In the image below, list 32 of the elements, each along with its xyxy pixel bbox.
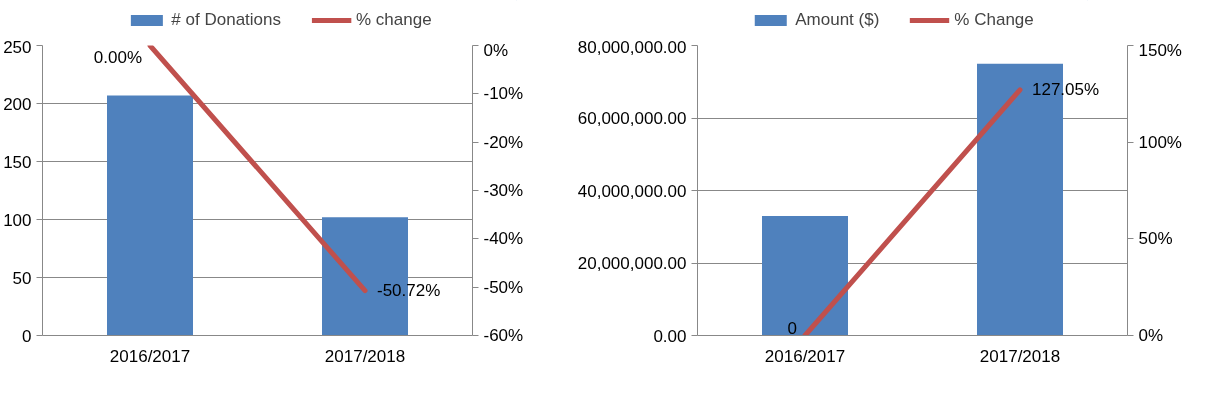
y2-tick-label: -50% [483, 277, 524, 297]
x-tick-label: 2017/2018 [324, 346, 406, 366]
y2-tick-label: -30% [483, 181, 524, 200]
legend-label: % Change [954, 10, 1034, 30]
y2-tick-label: -40% [483, 229, 524, 249]
y-tick-label: 150 [3, 152, 32, 172]
y-tick-label: 40,000,000.00 [577, 181, 687, 201]
y2-tick-label: 0% [1138, 326, 1164, 345]
y-tick-label: 20,000,000.00 [577, 254, 687, 273]
y2-tick-label: 50% [1138, 229, 1173, 249]
y-tick-label: 80,000,000.00 [577, 37, 687, 57]
x-tick-label: 2016/2017 [109, 346, 191, 366]
x-tick-label: 2016/2017 [764, 346, 846, 366]
y2-tick-label: 0% [483, 40, 509, 60]
y-tick-label: 0 [22, 326, 32, 346]
y-tick-label: 0.00 [653, 326, 687, 346]
y-tick-label: 100 [3, 210, 32, 230]
legend-label: % change [356, 10, 432, 30]
y2-tick-label: 150% [1138, 40, 1182, 60]
data-label: 0.00% [93, 47, 142, 67]
y2-tick-label: -60% [483, 326, 524, 345]
y2-tick-label: -10% [483, 84, 524, 104]
data-label: 0 [787, 318, 798, 338]
legend-label: # of Donations [171, 10, 282, 30]
y2-tick-label: 100% [1138, 132, 1182, 152]
legend-label: Amount ($) [795, 10, 880, 30]
y2-tick-label: -20% [483, 132, 524, 152]
y-tick-label: 200 [3, 94, 32, 114]
y-tick-label: 250 [3, 37, 32, 57]
y-tick-label: 60,000,000.00 [577, 109, 687, 128]
y-tick-label: 50 [12, 268, 32, 288]
x-tick-label: 2017/2018 [979, 346, 1061, 366]
